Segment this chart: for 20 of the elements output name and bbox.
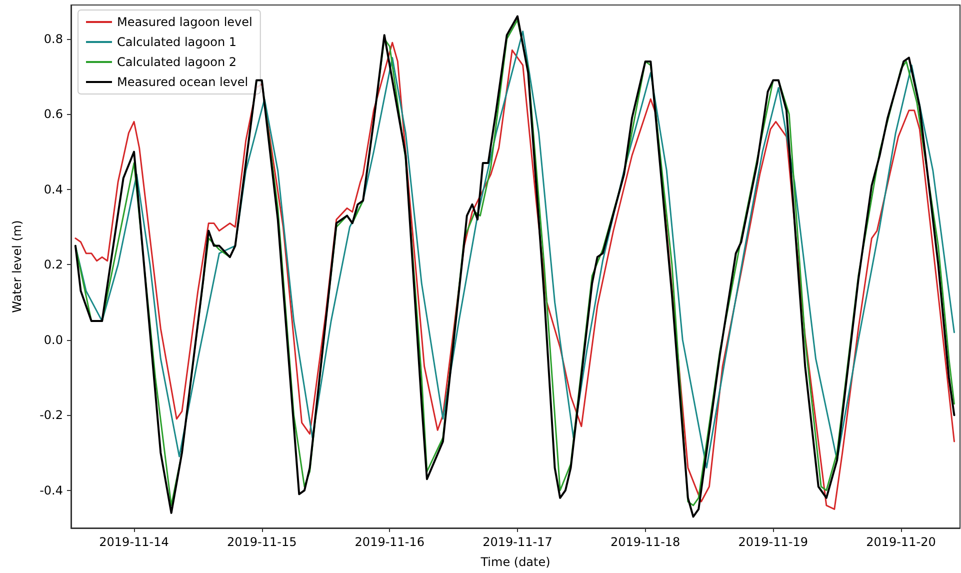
x-tick-label: 2019-11-15 [226, 535, 297, 549]
y-tick-label: 0.2 [44, 258, 63, 272]
y-tick-label: -0.2 [40, 408, 63, 422]
x-tick-label: 2019-11-14 [99, 535, 169, 549]
x-tick-label: 2019-11-16 [354, 535, 425, 549]
legend-label: Calculated lagoon 2 [117, 55, 237, 69]
y-tick-label: 0.8 [44, 32, 63, 46]
x-tick-label: 2019-11-17 [482, 535, 552, 549]
y-axis-title: Water level (m) [10, 220, 24, 313]
x-tick-label: 2019-11-19 [738, 535, 808, 549]
x-tick-label: 2019-11-18 [610, 535, 680, 549]
y-tick-label: 0.4 [44, 182, 63, 196]
legend-label: Calculated lagoon 1 [117, 35, 237, 49]
y-tick-label: 0.6 [44, 107, 63, 122]
y-tick-label: 0.0 [44, 332, 63, 347]
x-tick-label: 2019-11-20 [866, 535, 936, 549]
y-tick-label: -0.4 [40, 483, 63, 498]
x-axis-title: Time (date) [480, 555, 550, 569]
legend-label: Measured lagoon level [117, 15, 252, 29]
legend-label: Measured ocean level [117, 75, 248, 89]
